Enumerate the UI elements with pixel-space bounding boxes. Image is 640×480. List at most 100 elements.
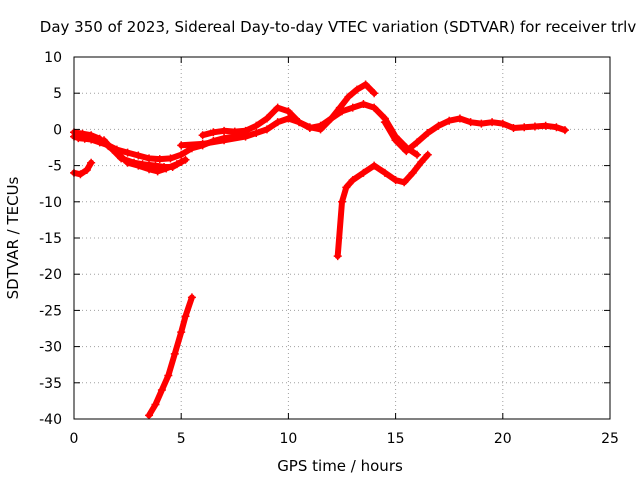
data-point — [359, 100, 368, 109]
data-point — [391, 176, 400, 185]
data-point — [391, 136, 400, 145]
x-tick-label: 20 — [494, 431, 512, 447]
data-point — [157, 386, 166, 395]
x-tick-label: 0 — [70, 431, 79, 447]
data-point — [252, 121, 261, 130]
data-point — [327, 114, 336, 123]
x-axis-label: GPS time / hours — [277, 457, 403, 475]
data-series — [70, 80, 569, 420]
series-points-track-7 — [198, 80, 379, 140]
data-point — [262, 125, 271, 134]
data-point — [560, 126, 569, 135]
y-tick-label: -5 — [48, 159, 62, 175]
chart-title: Day 350 of 2023, Sidereal Day-to-day VTE… — [40, 18, 637, 36]
data-point — [87, 158, 96, 167]
data-point — [78, 129, 87, 138]
data-point — [380, 168, 389, 177]
data-point — [209, 128, 218, 137]
data-point — [344, 92, 353, 101]
y-tick-label: 10 — [44, 50, 62, 66]
data-point — [353, 85, 362, 94]
data-point — [417, 157, 426, 166]
data-point — [134, 161, 143, 170]
data-point — [455, 114, 464, 123]
data-point — [187, 293, 196, 302]
data-point — [552, 123, 561, 132]
data-point — [509, 123, 518, 132]
data-point — [423, 150, 432, 159]
data-point — [370, 89, 379, 98]
data-point — [348, 103, 357, 112]
y-tick-label: -20 — [39, 267, 62, 283]
data-point — [273, 103, 282, 112]
data-point — [170, 349, 179, 358]
data-point — [273, 118, 282, 127]
data-point — [155, 155, 164, 164]
data-point — [520, 123, 529, 132]
data-point — [95, 134, 104, 143]
data-point — [338, 197, 346, 206]
data-point — [335, 103, 344, 112]
data-point — [342, 183, 351, 192]
data-point — [333, 252, 342, 261]
y-tick-label: -15 — [39, 231, 62, 247]
data-point — [164, 371, 173, 380]
data-point — [284, 107, 293, 116]
x-tick-label: 25 — [601, 431, 619, 447]
data-point — [423, 129, 432, 138]
y-tick-labels: -40 -35 -30 -25 -20 -15 -10 -5 0 5 10 — [39, 50, 62, 428]
data-point — [380, 118, 389, 127]
data-point — [488, 118, 497, 127]
y-tick-label: -25 — [39, 303, 62, 319]
data-point — [198, 131, 207, 140]
data-point — [123, 148, 132, 157]
data-point — [104, 142, 113, 151]
data-point — [220, 126, 229, 135]
data-point — [177, 328, 186, 337]
data-point — [359, 168, 368, 177]
y-tick-label: -35 — [39, 376, 62, 392]
data-point — [530, 122, 539, 131]
y-axis-label: SDTVAR / TECUs — [4, 176, 22, 299]
data-point — [177, 141, 186, 150]
x-tick-labels: 0 5 10 15 20 25 — [70, 431, 619, 447]
data-point — [408, 168, 417, 177]
data-point — [477, 119, 486, 128]
data-point — [498, 119, 507, 128]
data-point — [348, 176, 357, 185]
data-point — [145, 154, 154, 163]
series-points-track-5 — [145, 293, 196, 420]
data-point — [252, 129, 261, 138]
data-point — [181, 312, 190, 321]
data-point — [305, 123, 314, 132]
data-point — [134, 151, 143, 160]
data-point — [123, 158, 132, 167]
data-point — [151, 400, 160, 409]
data-point — [295, 118, 304, 127]
data-point — [413, 138, 422, 147]
data-point — [82, 165, 91, 174]
x-tick-label: 5 — [177, 431, 186, 447]
data-point — [434, 121, 443, 130]
data-point — [181, 155, 190, 164]
data-point — [361, 80, 370, 89]
data-point — [220, 136, 229, 145]
data-point — [316, 121, 325, 130]
y-tick-label: -10 — [39, 195, 62, 211]
x-tick-label: 15 — [387, 431, 405, 447]
data-point — [162, 164, 171, 173]
data-point — [198, 139, 207, 148]
series-points-track-8 — [333, 150, 432, 261]
y-tick-label: 0 — [53, 122, 62, 138]
data-point — [166, 154, 175, 163]
data-point — [230, 127, 239, 136]
y-tick-label: -40 — [39, 412, 62, 428]
data-point — [177, 150, 186, 159]
y-tick-label: -30 — [39, 340, 62, 356]
data-point — [153, 167, 162, 176]
y-tick-label: 5 — [53, 86, 62, 102]
data-point — [284, 114, 293, 123]
data-point — [445, 116, 454, 125]
